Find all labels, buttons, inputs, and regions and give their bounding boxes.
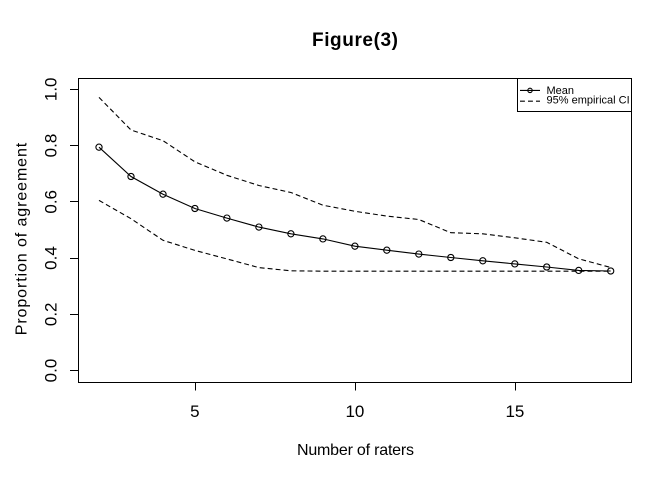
svg-text:95% empirical CI: 95% empirical CI (547, 95, 630, 107)
svg-text:0.2: 0.2 (42, 302, 61, 326)
svg-text:Number of raters: Number of raters (297, 442, 414, 459)
svg-text:0.4: 0.4 (42, 246, 61, 270)
svg-text:1.0: 1.0 (42, 77, 61, 101)
svg-text:15: 15 (505, 402, 524, 421)
svg-text:5: 5 (190, 402, 199, 421)
svg-text:Mean: Mean (547, 85, 575, 97)
svg-text:0.8: 0.8 (42, 134, 61, 158)
svg-text:Proportion of agreement: Proportion of agreement (13, 142, 30, 335)
svg-text:Figure(3): Figure(3) (312, 30, 398, 51)
svg-text:10: 10 (345, 402, 364, 421)
svg-text:0.0: 0.0 (42, 359, 61, 383)
svg-text:0.6: 0.6 (42, 190, 61, 214)
